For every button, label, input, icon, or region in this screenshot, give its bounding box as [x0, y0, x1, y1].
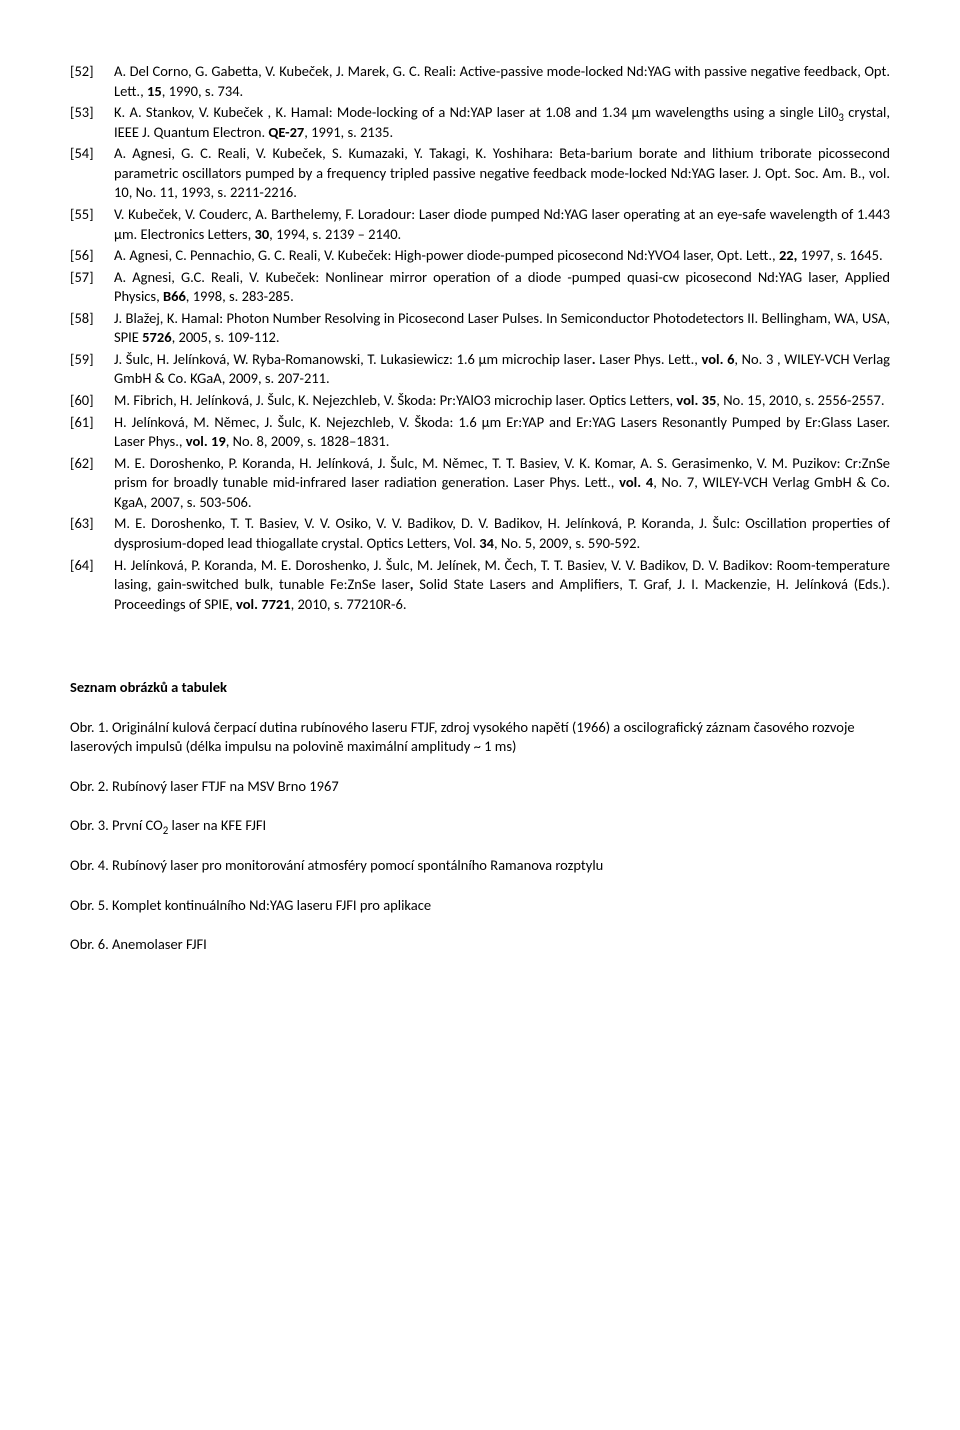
reference-item: [54]A. Agnesi, G. C. Reali, V. Kubeček, …: [70, 144, 890, 203]
figure-entry: Obr. 3. První CO2 laser na KFE FJFI: [70, 816, 890, 836]
figure-entry: Obr. 2. Rubínový laser FTJF na MSV Brno …: [70, 777, 890, 797]
reference-number: [64]: [70, 556, 114, 615]
figures-heading: Seznam obrázků a tabulek: [70, 678, 890, 698]
reference-text: V. Kubeček, V. Couderc, A. Barthelemy, F…: [114, 205, 890, 244]
reference-item: [61]H. Jelínková, M. Němec, J. Šulc, K. …: [70, 413, 890, 452]
reference-number: [57]: [70, 268, 114, 307]
reference-text: M. E. Doroshenko, P. Koranda, H. Jelínko…: [114, 454, 890, 513]
reference-number: [52]: [70, 62, 114, 101]
reference-text: A. Agnesi, G.C. Reali, V. Kubeček: Nonli…: [114, 268, 890, 307]
reference-item: [52]A. Del Corno, G. Gabetta, V. Kubeček…: [70, 62, 890, 101]
reference-number: [54]: [70, 144, 114, 203]
reference-item: [57]A. Agnesi, G.C. Reali, V. Kubeček: N…: [70, 268, 890, 307]
reference-item: [60]M. Fibrich, H. Jelínková, J. Šulc, K…: [70, 391, 890, 411]
reference-number: [58]: [70, 309, 114, 348]
reference-number: [55]: [70, 205, 114, 244]
figure-entry: Obr. 6. Anemolaser FJFI: [70, 935, 890, 955]
reference-item: [56]A. Agnesi, C. Pennachio, G. C. Reali…: [70, 246, 890, 266]
figure-entry: Obr. 1. Originální kulová čerpací dutina…: [70, 718, 890, 757]
reference-text: A. Agnesi, C. Pennachio, G. C. Reali, V.…: [114, 246, 890, 266]
reference-number: [63]: [70, 514, 114, 553]
reference-text: A. Agnesi, G. C. Reali, V. Kubeček, S. K…: [114, 144, 890, 203]
reference-number: [61]: [70, 413, 114, 452]
figure-entry: Obr. 5. Komplet kontinuálního Nd:YAG las…: [70, 896, 890, 916]
reference-item: [53]K. A. Stankov, V. Kubeček , K. Hamal…: [70, 103, 890, 142]
reference-list: [52]A. Del Corno, G. Gabetta, V. Kubeček…: [70, 62, 890, 614]
reference-number: [59]: [70, 350, 114, 389]
reference-text: J. Blažej, K. Hamal: Photon Number Resol…: [114, 309, 890, 348]
reference-item: [62]M. E. Doroshenko, P. Koranda, H. Jel…: [70, 454, 890, 513]
reference-text: H. Jelínková, M. Němec, J. Šulc, K. Neje…: [114, 413, 890, 452]
reference-text: A. Del Corno, G. Gabetta, V. Kubeček, J.…: [114, 62, 890, 101]
reference-text: M. E. Doroshenko, T. T. Basiev, V. V. Os…: [114, 514, 890, 553]
reference-text: J. Šulc, H. Jelínková, W. Ryba-Romanowsk…: [114, 350, 890, 389]
figure-entry: Obr. 4. Rubínový laser pro monitorování …: [70, 856, 890, 876]
figure-list: Obr. 1. Originální kulová čerpací dutina…: [70, 718, 890, 955]
reference-item: [58]J. Blažej, K. Hamal: Photon Number R…: [70, 309, 890, 348]
reference-number: [62]: [70, 454, 114, 513]
reference-item: [64]H. Jelínková, P. Koranda, M. E. Doro…: [70, 556, 890, 615]
reference-item: [59]J. Šulc, H. Jelínková, W. Ryba-Roman…: [70, 350, 890, 389]
reference-text: M. Fibrich, H. Jelínková, J. Šulc, K. Ne…: [114, 391, 890, 411]
reference-item: [55]V. Kubeček, V. Couderc, A. Barthelem…: [70, 205, 890, 244]
reference-number: [56]: [70, 246, 114, 266]
reference-number: [53]: [70, 103, 114, 142]
reference-item: [63]M. E. Doroshenko, T. T. Basiev, V. V…: [70, 514, 890, 553]
reference-text: H. Jelínková, P. Koranda, M. E. Doroshen…: [114, 556, 890, 615]
reference-number: [60]: [70, 391, 114, 411]
reference-text: K. A. Stankov, V. Kubeček , K. Hamal: Mo…: [114, 103, 890, 142]
